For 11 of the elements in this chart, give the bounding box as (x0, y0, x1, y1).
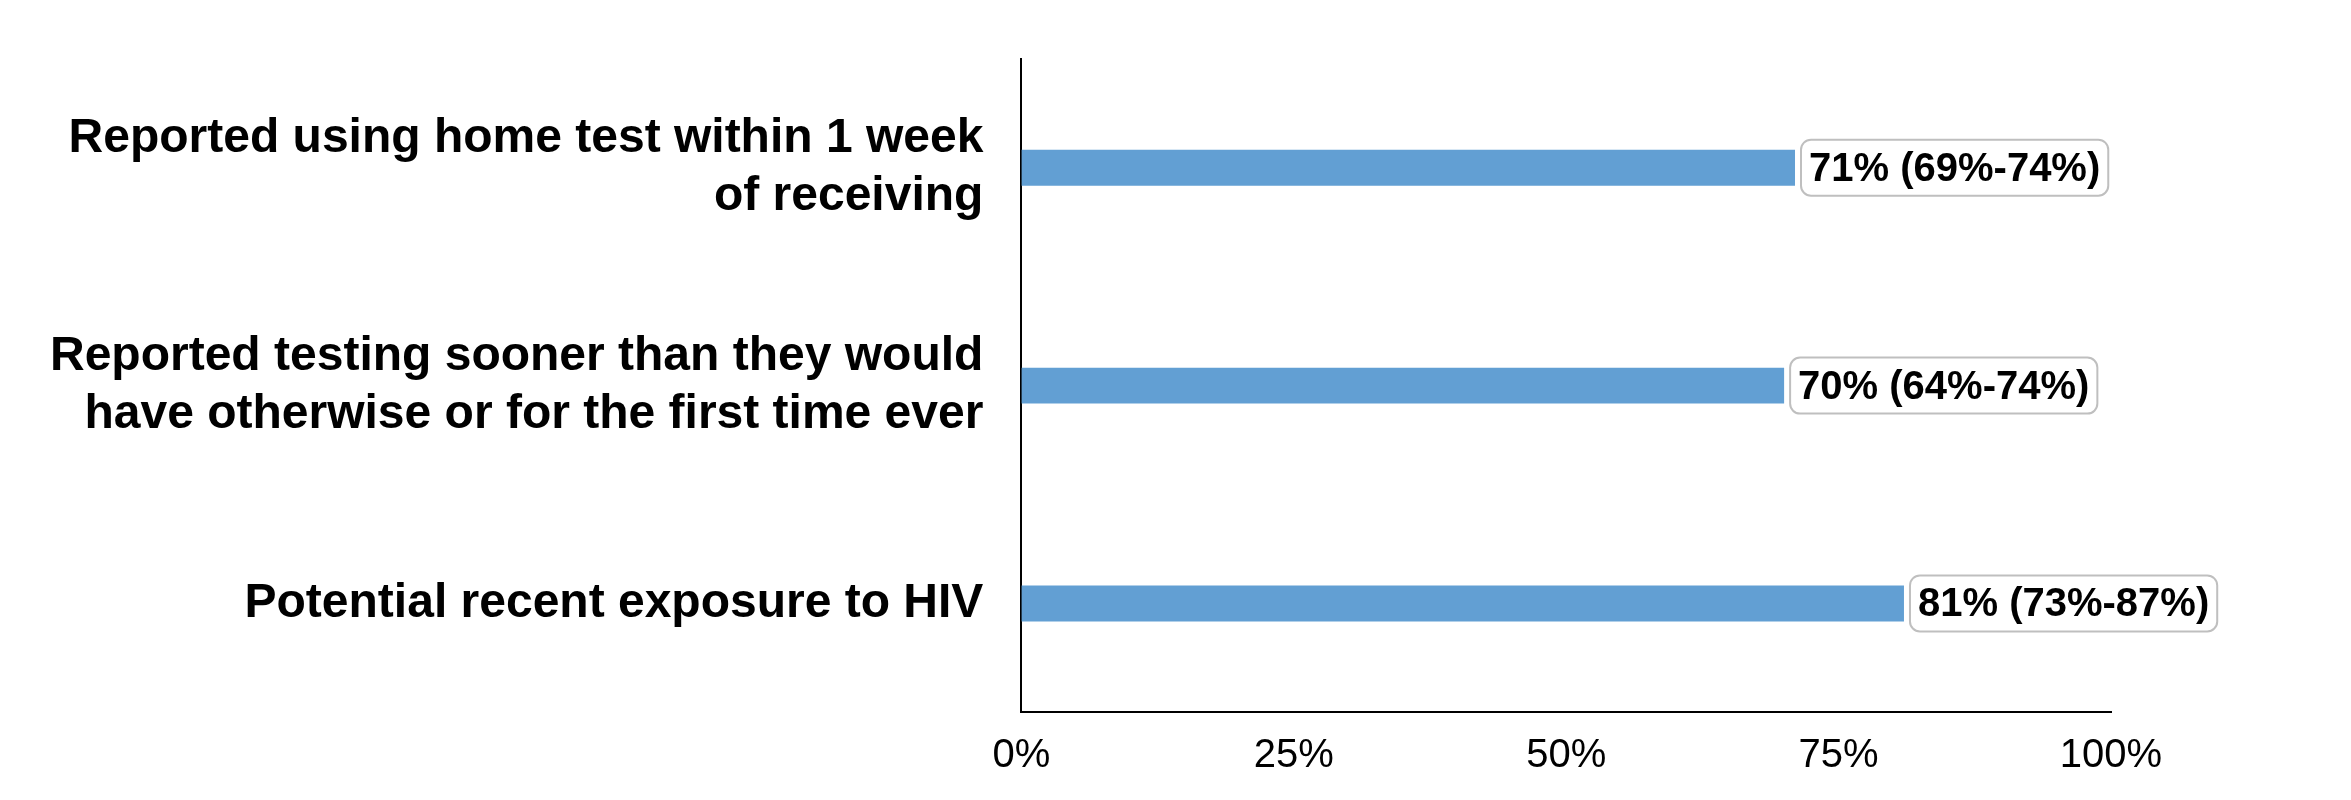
y-tick-label: Potential recent exposure to HIV (244, 573, 984, 627)
x-tick-label: 50% (1526, 731, 1607, 776)
x-tick-label: 25% (1253, 731, 1334, 776)
x-tick-label: 0% (992, 731, 1051, 776)
data-label: 70% (64%-74%) (1798, 362, 2090, 407)
data-label: 71% (69%-74%) (1809, 144, 2101, 189)
x-tick-label: 75% (1798, 731, 1879, 776)
x-tick-label: 100% (2059, 731, 2163, 776)
y-tick-label: Reported using home test within 1 week of receiving (68, 109, 984, 220)
y-tick-label: Reported testing sooner than they would have otherwise or for the first time ever (50, 327, 984, 438)
data-label: 81% (73%-87%) (1917, 580, 2210, 625)
